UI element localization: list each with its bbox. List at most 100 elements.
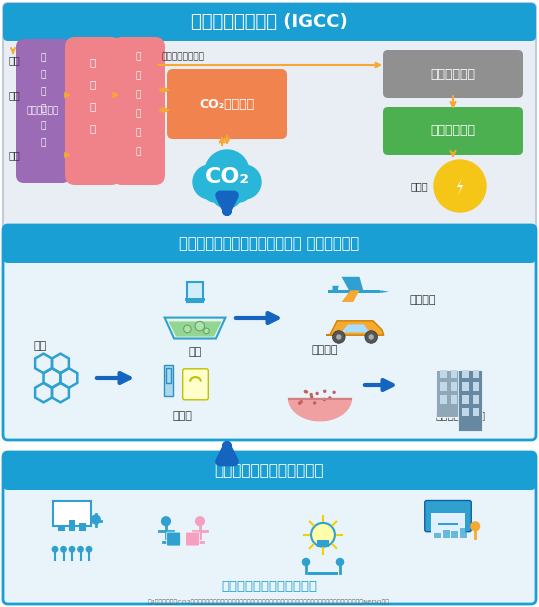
Circle shape	[203, 178, 227, 202]
Bar	[205, 170, 249, 197]
FancyBboxPatch shape	[16, 39, 70, 183]
Circle shape	[68, 546, 75, 552]
Text: 発電機: 発電機	[410, 181, 428, 191]
Bar	[451, 395, 457, 404]
Text: 収: 収	[135, 90, 141, 100]
Bar	[188, 282, 203, 302]
Polygon shape	[342, 290, 360, 302]
Circle shape	[470, 521, 480, 531]
Polygon shape	[288, 398, 353, 421]
Bar	[438, 523, 458, 524]
Polygon shape	[342, 324, 369, 333]
Text: 触媒: 触媒	[34, 341, 47, 351]
Text: CO₂分離回収: CO₂分離回収	[199, 98, 254, 110]
Circle shape	[300, 400, 303, 404]
Polygon shape	[168, 321, 222, 337]
Text: 空気分離設備: 空気分離設備	[27, 106, 59, 115]
Text: 空気: 空気	[8, 55, 20, 65]
Text: 藻類: 藻類	[188, 347, 202, 357]
Text: ラ: ラ	[135, 148, 141, 157]
Circle shape	[369, 334, 374, 340]
Text: 分: 分	[40, 87, 46, 97]
FancyBboxPatch shape	[183, 369, 208, 400]
Circle shape	[309, 393, 313, 396]
Text: 図2　本拠点でのCO2有効利用と研究開発・実証事業の相関イメージ。革新的環境イノベーション戦略（経済産業省）を基にNEDO作成: 図2 本拠点でのCO2有効利用と研究開発・実証事業の相関イメージ。革新的環境イノ…	[148, 599, 390, 605]
Bar	[440, 395, 447, 404]
Circle shape	[227, 178, 251, 202]
Text: 酸素: 酸素	[8, 90, 20, 100]
Circle shape	[311, 523, 335, 547]
Circle shape	[434, 160, 486, 212]
Bar	[164, 364, 173, 396]
Circle shape	[310, 395, 313, 399]
Text: ボ: ボ	[135, 109, 141, 118]
FancyBboxPatch shape	[3, 225, 536, 440]
Text: 離: 離	[40, 104, 46, 114]
Bar	[317, 540, 329, 547]
Bar	[431, 513, 465, 533]
Circle shape	[204, 328, 209, 334]
Bar	[451, 370, 457, 378]
Circle shape	[91, 514, 101, 524]
FancyBboxPatch shape	[383, 50, 523, 98]
Polygon shape	[457, 178, 463, 196]
Circle shape	[77, 546, 84, 552]
Bar	[473, 408, 479, 416]
FancyBboxPatch shape	[112, 37, 165, 185]
Bar	[68, 520, 75, 531]
Text: 石炭: 石炭	[8, 150, 20, 160]
Text: 研究者・技術者・学者など: 研究者・技術者・学者など	[214, 464, 324, 478]
Circle shape	[52, 546, 58, 552]
Circle shape	[195, 321, 204, 331]
Text: イ: イ	[135, 129, 141, 138]
Bar	[440, 370, 447, 378]
Text: 研究開発・実証事業の実施: 研究開発・実証事業の実施	[221, 580, 317, 592]
Text: 可燃性ガス・蒸気: 可燃性ガス・蒸気	[162, 52, 205, 61]
Circle shape	[333, 331, 345, 344]
Bar	[451, 382, 457, 391]
Circle shape	[302, 558, 310, 566]
Text: 炉: 炉	[90, 123, 96, 133]
FancyBboxPatch shape	[185, 532, 199, 546]
Bar	[458, 370, 482, 431]
Circle shape	[328, 396, 331, 399]
Circle shape	[184, 325, 191, 333]
Bar	[184, 297, 205, 300]
Circle shape	[315, 392, 319, 395]
Text: ガ: ガ	[90, 57, 96, 67]
Circle shape	[336, 334, 342, 340]
Polygon shape	[342, 277, 364, 293]
Circle shape	[195, 516, 205, 526]
Circle shape	[333, 391, 336, 394]
Circle shape	[161, 516, 171, 526]
Bar	[436, 370, 460, 417]
Text: 化学品: 化学品	[172, 411, 192, 421]
Bar	[462, 408, 469, 416]
FancyBboxPatch shape	[3, 452, 536, 604]
FancyBboxPatch shape	[65, 37, 121, 185]
Circle shape	[205, 150, 249, 194]
FancyBboxPatch shape	[3, 225, 536, 263]
Bar	[53, 501, 91, 526]
FancyBboxPatch shape	[3, 3, 536, 41]
Text: 熱: 熱	[135, 52, 141, 61]
Text: 設: 設	[40, 121, 46, 131]
Bar	[166, 368, 171, 382]
Bar	[462, 370, 469, 378]
Bar	[308, 572, 338, 575]
Bar	[58, 524, 65, 531]
Circle shape	[365, 331, 377, 344]
Text: 大崎クールジェン (IGCC): 大崎クールジェン (IGCC)	[191, 13, 347, 31]
Circle shape	[305, 390, 308, 393]
FancyBboxPatch shape	[383, 107, 523, 155]
Circle shape	[60, 546, 67, 552]
Text: 気: 気	[40, 70, 46, 80]
Text: コンクリート製品: コンクリート製品	[435, 410, 485, 420]
Polygon shape	[380, 290, 389, 293]
Text: ス: ス	[90, 79, 96, 89]
Bar	[434, 533, 441, 538]
Polygon shape	[164, 317, 225, 339]
FancyBboxPatch shape	[167, 532, 181, 546]
Bar	[473, 395, 479, 404]
Circle shape	[323, 390, 327, 393]
